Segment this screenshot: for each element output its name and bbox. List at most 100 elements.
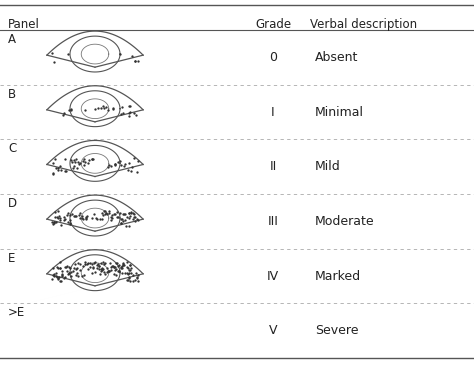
Point [111,162,118,168]
Point [67,157,75,163]
Point [104,268,112,274]
Point [112,272,119,278]
Point [100,105,108,111]
Point [129,278,137,284]
Point [126,103,134,109]
Point [80,263,87,269]
Point [128,53,136,59]
Point [102,104,110,110]
Point [64,211,72,216]
Point [58,268,66,274]
Point [73,265,81,271]
Point [107,267,115,273]
Point [133,270,140,276]
Point [66,217,74,223]
Point [126,270,133,276]
Text: D: D [8,197,17,210]
Point [63,265,70,270]
Point [110,264,118,270]
Point [118,263,126,269]
Point [102,208,109,214]
Point [117,220,125,226]
Point [80,162,88,168]
Point [97,105,105,111]
Point [126,262,134,268]
Point [78,215,86,221]
Point [105,268,113,274]
Point [56,215,64,221]
Point [102,210,110,216]
Point [109,263,117,269]
Point [109,105,117,111]
Point [58,272,66,278]
Point [108,215,116,220]
Point [64,272,72,277]
Point [76,211,83,216]
Point [82,215,90,221]
Point [128,270,135,276]
Point [126,267,134,273]
Point [114,260,121,266]
Point [55,214,63,219]
Point [90,264,97,270]
Point [49,265,57,271]
Point [126,213,134,219]
Point [110,211,118,217]
Point [85,157,92,162]
Point [88,215,96,221]
Point [51,220,58,226]
Point [57,278,65,284]
Point [63,263,70,269]
Point [118,266,125,272]
Point [53,270,60,276]
Point [124,271,131,277]
Point [107,264,114,270]
Point [68,211,75,217]
Point [125,160,133,166]
Point [123,259,131,265]
Point [89,155,96,161]
Point [50,271,58,277]
Text: B: B [8,88,16,101]
Point [76,267,83,273]
Text: 0: 0 [269,51,277,64]
Point [74,273,82,278]
Point [103,212,110,218]
Point [124,265,131,270]
Point [55,275,62,281]
Point [125,267,133,273]
Point [59,112,66,118]
Point [127,278,134,284]
Point [66,222,73,227]
Point [88,261,96,267]
Point [54,214,61,220]
Point [84,266,91,272]
Point [65,270,73,276]
Point [71,213,78,219]
Point [60,275,67,281]
Point [50,59,58,65]
Point [117,51,124,57]
Point [75,161,82,167]
Point [127,265,134,271]
Point [101,211,109,217]
Point [134,158,142,164]
Point [96,271,103,277]
Point [121,162,129,168]
Point [54,265,61,271]
Point [117,264,125,270]
Point [76,160,84,165]
Point [61,168,69,174]
Point [104,164,112,170]
Point [54,208,61,214]
Point [94,105,101,111]
Point [129,210,137,216]
Point [61,214,68,219]
Point [98,265,106,271]
Point [78,213,86,219]
Point [125,223,133,229]
Point [61,216,68,222]
Point [50,273,58,278]
Point [133,275,141,281]
Point [126,103,133,109]
